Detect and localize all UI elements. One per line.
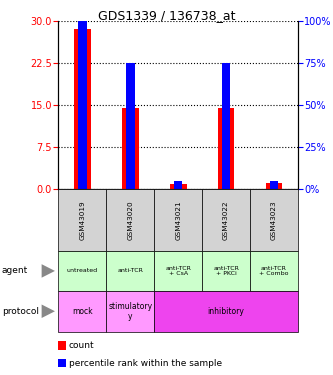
Bar [218,108,234,189]
Text: percentile rank within the sample: percentile rank within the sample [69,358,222,368]
Bar [122,108,139,189]
Bar [126,63,135,189]
Text: GDS1339 / 136738_at: GDS1339 / 136738_at [98,9,235,22]
Text: untreated: untreated [67,268,98,273]
Bar [266,183,282,189]
Text: GSM43022: GSM43022 [223,201,229,240]
Bar [222,63,230,189]
Text: agent: agent [2,266,28,275]
Bar [78,0,87,189]
Text: anti-TCR
+ PKCi: anti-TCR + PKCi [213,266,239,276]
Text: stimulatory
y: stimulatory y [108,302,152,321]
Bar [174,181,182,189]
Text: GSM43019: GSM43019 [79,201,85,240]
Text: GSM43021: GSM43021 [175,201,181,240]
Text: anti-TCR
+ CsA: anti-TCR + CsA [165,266,191,276]
Text: protocol: protocol [2,307,39,316]
Text: mock: mock [72,307,93,316]
Bar [74,29,91,189]
Text: anti-TCR
+ Combo: anti-TCR + Combo [259,266,289,276]
Bar [270,181,278,189]
Text: GSM43020: GSM43020 [127,201,133,240]
Text: anti-TCR: anti-TCR [117,268,143,273]
Text: GSM43023: GSM43023 [271,201,277,240]
Bar [170,184,186,189]
Text: count: count [69,341,95,350]
Text: inhibitory: inhibitory [208,307,244,316]
